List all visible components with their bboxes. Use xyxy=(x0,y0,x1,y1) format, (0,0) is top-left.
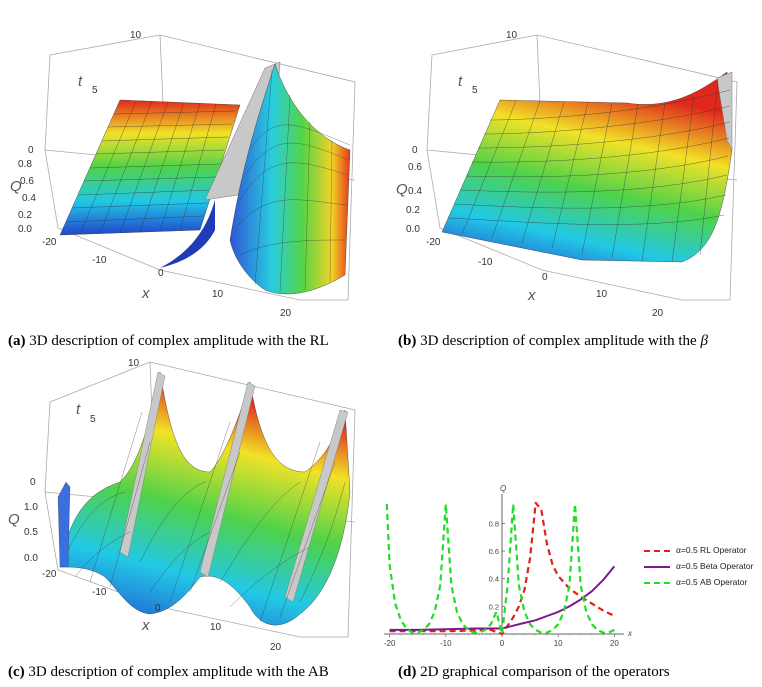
svg-text:0.0: 0.0 xyxy=(24,553,38,564)
y-tick-label: 0.4 xyxy=(489,575,499,584)
svg-text:0.6: 0.6 xyxy=(20,176,34,187)
line-chart-d: -20 -10 0 10 20 0.2 0.4 0.6 0.8 x Q xyxy=(384,484,633,648)
svg-text:0.2: 0.2 xyxy=(406,205,420,216)
svg-text:-20: -20 xyxy=(42,237,57,248)
legend-entry-ab: α=0.5 AB Operator xyxy=(644,577,747,587)
svg-text:5: 5 xyxy=(92,85,98,96)
surface-sheet-a xyxy=(59,99,241,236)
svg-text:20: 20 xyxy=(652,308,664,319)
svg-text:x: x xyxy=(141,285,150,302)
svg-text:t: t xyxy=(458,73,463,90)
svg-text:t: t xyxy=(78,73,83,90)
x-tick-label: -10 xyxy=(440,639,452,648)
figure-d: -20 -10 0 10 20 0.2 0.4 0.6 0.8 x Q α=0.5 RL Opera… xyxy=(380,480,762,660)
svg-text:0.6: 0.6 xyxy=(408,162,422,173)
series-ab-operator xyxy=(385,503,615,636)
x-tick-label: 20 xyxy=(610,639,619,648)
figure-a: 10 5 0 t 0.8 0.6 0.4 0.2 0.0 Q -20 -10 0… xyxy=(0,0,380,330)
surface-plot-b: 10 5 0 t 0.6 0.4 0.2 0.0 Q -20 -10 0 10 … xyxy=(396,30,738,319)
svg-text:x: x xyxy=(141,617,150,634)
svg-text:5: 5 xyxy=(472,85,478,96)
y-tick-label: 0.8 xyxy=(489,519,499,528)
svg-text:-10: -10 xyxy=(92,255,107,266)
svg-text:0: 0 xyxy=(30,477,36,488)
svg-text:1.0: 1.0 xyxy=(24,502,38,513)
legend-swatch-beta xyxy=(644,565,670,568)
caption-d: (d) 2D graphical comparison of the opera… xyxy=(398,664,670,680)
x-tick-label: 0 xyxy=(500,639,505,648)
surface-lobe-a xyxy=(160,200,215,268)
svg-text:-10: -10 xyxy=(92,587,107,598)
svg-text:0.5: 0.5 xyxy=(24,527,38,538)
x-tick-label: 10 xyxy=(554,639,563,648)
mesh-a xyxy=(65,100,237,235)
legend-d: α=0.5 RL Operator α=0.5 Beta Operator α=… xyxy=(644,545,762,605)
legend-label-ab: α=0.5 AB Operator xyxy=(676,577,748,587)
svg-text:t: t xyxy=(76,401,81,418)
svg-text:20: 20 xyxy=(280,308,292,319)
svg-text:0: 0 xyxy=(542,272,548,283)
edge-wall-b xyxy=(716,71,733,151)
svg-text:20: 20 xyxy=(270,642,282,653)
surface-sheet-b xyxy=(441,71,733,263)
surface-peak-a xyxy=(229,63,351,295)
svg-text:0.2: 0.2 xyxy=(18,210,32,221)
svg-text:0: 0 xyxy=(28,145,34,156)
svg-text:0.4: 0.4 xyxy=(22,193,36,204)
svg-text:-10: -10 xyxy=(478,257,493,268)
svg-text:5: 5 xyxy=(90,414,96,425)
svg-text:0: 0 xyxy=(158,268,164,279)
svg-text:10: 10 xyxy=(128,358,140,369)
left-wall-c xyxy=(57,481,71,568)
surface-plot-a: 10 5 0 t 0.8 0.6 0.4 0.2 0.0 Q -20 -10 0… xyxy=(10,30,356,319)
svg-text:10: 10 xyxy=(212,289,224,300)
series-beta-operator xyxy=(389,565,616,631)
caption-c: (c) 3D description of complex amplitude … xyxy=(8,664,329,680)
legend-swatch-rl xyxy=(644,549,670,552)
svg-text:10: 10 xyxy=(210,622,222,633)
mesh-c xyxy=(64,411,346,623)
svg-text:-20: -20 xyxy=(426,237,441,248)
svg-text:0.0: 0.0 xyxy=(18,224,32,235)
svg-text:-20: -20 xyxy=(42,569,57,580)
y-axis-label: Q xyxy=(500,484,506,493)
svg-text:Q: Q xyxy=(8,511,20,528)
figure-b: 10 5 0 t 0.6 0.4 0.2 0.0 Q -20 -10 0 10 … xyxy=(382,0,762,330)
y-tick-label: 0.6 xyxy=(489,547,499,556)
legend-entry-rl: α=0.5 RL Operator xyxy=(644,545,747,555)
surface-plot-c: 10 5 0 t 1.0 0.5 0.0 Q -20 -10 0 10 20 x xyxy=(8,358,356,653)
svg-text:0.8: 0.8 xyxy=(18,159,32,170)
figure-c: 10 5 0 t 1.0 0.5 0.0 Q -20 -10 0 10 20 x xyxy=(0,352,380,662)
svg-text:Q: Q xyxy=(396,181,408,198)
svg-text:0.0: 0.0 xyxy=(406,224,420,235)
svg-text:Q: Q xyxy=(10,178,22,195)
svg-text:10: 10 xyxy=(506,30,518,41)
x-tick-label: -20 xyxy=(384,639,396,648)
legend-swatch-ab xyxy=(644,581,670,584)
svg-text:10: 10 xyxy=(596,289,608,300)
ridges-c xyxy=(119,371,349,603)
legend-label-rl: α=0.5 RL Operator xyxy=(676,545,747,555)
svg-text:0: 0 xyxy=(412,145,418,156)
mesh-b xyxy=(447,79,731,263)
svg-text:10: 10 xyxy=(130,30,142,41)
y-tick-label: 0.2 xyxy=(489,602,499,611)
legend-label-beta: α=0.5 Beta Operator xyxy=(676,561,754,571)
svg-text:0.4: 0.4 xyxy=(408,186,422,197)
svg-text:0: 0 xyxy=(155,603,161,614)
series-rl-operator xyxy=(389,501,615,636)
legend-entry-beta: α=0.5 Beta Operator xyxy=(644,561,753,571)
x-axis-label: x xyxy=(627,629,633,638)
caption-a: (a) 3D description of complex amplitude … xyxy=(8,333,329,349)
svg-text:x: x xyxy=(527,287,536,304)
caption-b: (b) 3D description of complex amplitude … xyxy=(398,333,708,349)
